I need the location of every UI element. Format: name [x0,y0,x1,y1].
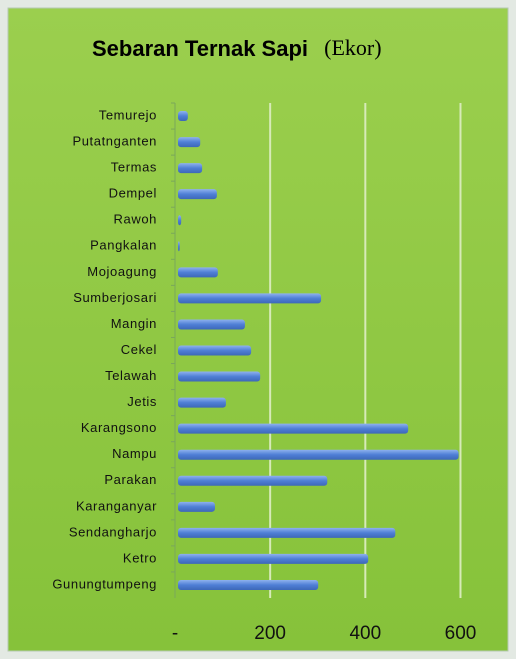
y-tick-label: Cekel [121,342,157,357]
bar [178,189,217,200]
bar [178,501,215,512]
y-tick-label: Mangin [111,316,157,331]
y-tick-label: Parakan [104,472,157,487]
bar [178,241,180,252]
bar [178,553,369,564]
title-text: Sebaran Ternak Sapi [92,36,308,61]
bar [178,397,226,408]
y-tick-label: Sumberjosari [73,290,157,305]
bar [178,137,201,148]
y-tick-label: Rawoh [114,212,157,227]
bar [178,449,459,460]
bar [178,293,322,304]
title-unit: (Ekor) [324,35,381,60]
y-tick-label: Putatnganten [72,134,157,149]
bar [178,579,319,590]
bar [178,163,203,174]
y-tick-label: Termas [111,160,157,175]
chart-panel [7,7,509,652]
bar [178,345,252,356]
x-tick-label: 600 [445,623,477,644]
x-tick-label: 400 [349,623,381,644]
y-tick-label: Dempel [109,186,157,201]
bar [178,319,245,330]
y-tick-label: Karangsono [81,420,157,435]
bar [178,475,328,486]
y-tick-label: Pangkalan [90,238,157,253]
y-tick-label: Ketro [123,550,157,565]
bar [178,267,218,278]
bar [178,111,188,122]
bar [178,371,261,382]
y-tick-label: Gunungtumpeng [52,576,157,591]
bar [178,423,409,434]
x-tick-label: 200 [254,623,286,644]
y-tick-label: Telawah [105,368,157,383]
y-tick-label: Jetis [127,394,157,409]
y-tick-label: Nampu [112,446,157,461]
bar [178,527,396,538]
bar [178,215,182,226]
y-tick-label: Mojoagung [87,264,157,279]
chart-title: Sebaran Ternak Sapi (Ekor) [92,35,382,61]
y-tick-label: Sendangharjo [69,524,157,539]
y-tick-label: Temurejo [99,107,157,122]
y-tick-label: Karanganyar [76,498,157,513]
x-tick-label: - [172,623,178,644]
